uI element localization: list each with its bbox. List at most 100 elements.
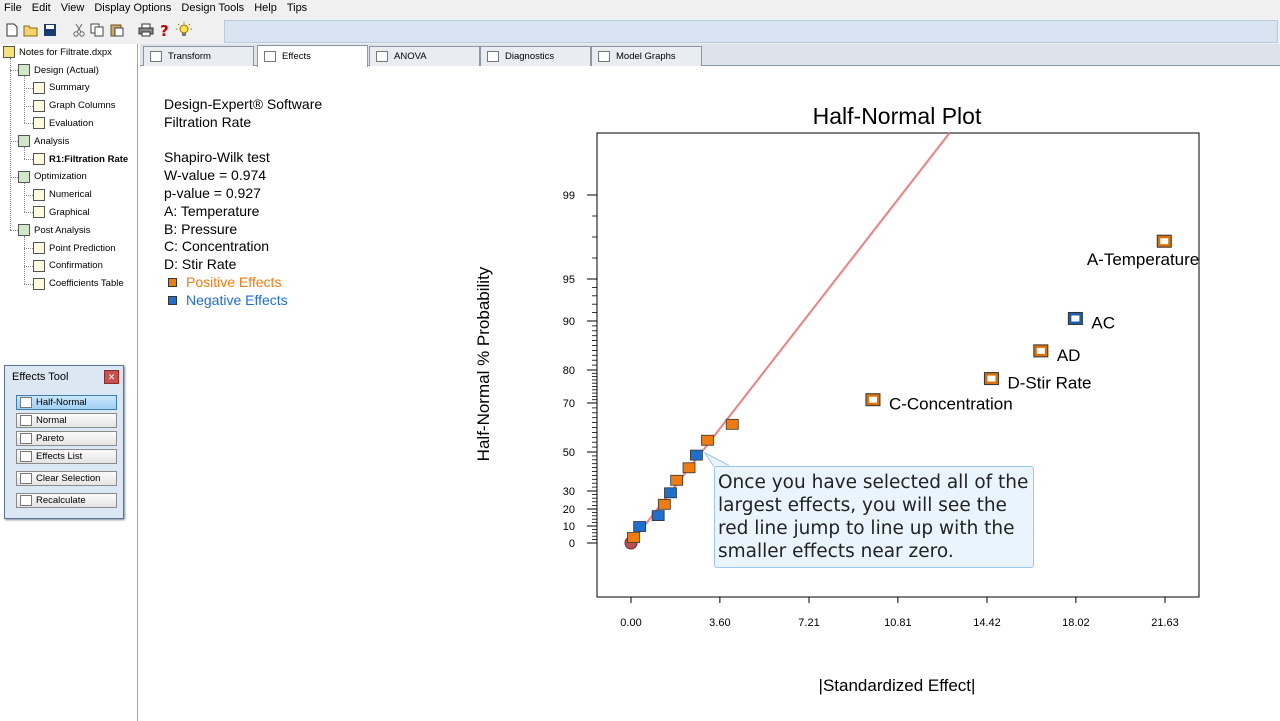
tree-item-summary-label: Summary <box>49 82 90 94</box>
effects-list-button[interactable]: Effects List <box>16 449 117 464</box>
help-icon[interactable]: ? <box>155 20 174 40</box>
p-value: p-value = 0.927 <box>164 184 261 201</box>
y-tick-label: 30 <box>563 486 575 498</box>
menu-tips[interactable]: Tips <box>286 2 308 14</box>
effects-tool-title: Effects Tool <box>12 371 69 383</box>
paste-icon[interactable] <box>107 20 126 40</box>
x-tick-label: 10.81 <box>884 617 912 629</box>
tree-item-graph-columns[interactable]: Graph Columns <box>33 98 116 114</box>
x-tick-label: 21.63 <box>1151 617 1179 629</box>
tree-root-notes-icon <box>3 46 15 58</box>
menu-edit[interactable]: Edit <box>31 2 51 14</box>
menu-display-options[interactable]: Display Options <box>94 2 172 14</box>
tree-item-coefficients-table-label: Coefficients Table <box>49 278 124 290</box>
close-icon[interactable]: ✕ <box>104 370 119 384</box>
response-name: Filtration Rate <box>164 113 252 130</box>
tree-item-post-analysis-label: Post Analysis <box>34 224 91 236</box>
tab-anova[interactable]: ANOVA <box>369 46 480 66</box>
tree-item-post-analysis-icon <box>18 224 30 237</box>
y-axis-label: Half-Normal % Probability <box>474 266 493 461</box>
tree-item-point-prediction[interactable]: Point Prediction <box>33 240 116 256</box>
tree-item-summary[interactable]: Summary <box>33 80 90 96</box>
y-tick-label: 80 <box>563 365 575 377</box>
clear-selection-button[interactable]: Clear Selection <box>16 471 117 486</box>
graph-notes: Design-Expert® Software Filtration Rate … <box>164 96 322 310</box>
y-tick-label: 95 <box>563 274 575 286</box>
normal-label: Normal <box>36 415 67 426</box>
selected-point-marker <box>1160 238 1169 245</box>
tree-item-design-actual[interactable]: Design (Actual) <box>18 62 99 78</box>
tree-item-r1-filtration-rate-label: R1:Filtration Rate <box>49 153 129 165</box>
toolbar-strip <box>224 20 1278 43</box>
tree-item-r1-filtration-rate[interactable]: R1:Filtration Rate <box>33 151 128 167</box>
pareto-label: Pareto <box>36 433 64 444</box>
x-tick-label: 0.00 <box>620 617 641 629</box>
effects-list-icon <box>20 451 32 462</box>
tree-item-point-prediction-icon <box>33 242 45 254</box>
tab-model-graphs-icon <box>598 51 610 62</box>
tip-lightbulb-icon[interactable] <box>174 20 193 40</box>
negative-effect-point <box>664 487 677 499</box>
tree-item-evaluation-label: Evaluation <box>49 117 94 129</box>
y-tick-label: 20 <box>563 504 575 516</box>
normal-button[interactable]: Normal <box>16 413 117 428</box>
tree-item-analysis[interactable]: Analysis <box>18 133 69 149</box>
tab-transform[interactable]: Transform <box>143 46 254 66</box>
tree-item-r1-filtration-rate-icon <box>33 153 45 165</box>
tab-label: Diagnostics <box>505 51 555 62</box>
menu-view[interactable]: View <box>60 2 85 14</box>
tab-effects[interactable]: Effects <box>257 45 368 67</box>
positive-effect-point <box>725 418 739 430</box>
menu-design-tools[interactable]: Design Tools <box>181 2 245 14</box>
tree-item-design-actual-label: Design (Actual) <box>34 64 99 76</box>
software-name: Design-Expert® Software <box>164 96 323 112</box>
tree-item-confirmation[interactable]: Confirmation <box>33 258 103 274</box>
half-normal-icon <box>20 397 32 408</box>
tree-item-summary-icon <box>33 81 45 94</box>
effects-tool-window[interactable]: Effects Tool ✕ Half-Normal Normal Pareto Ef… <box>4 365 124 519</box>
tree-item-post-analysis[interactable]: Post Analysis <box>18 222 91 238</box>
positive-effect-square-icon <box>168 278 177 288</box>
tip-callout: Once you have selected all of the larges… <box>714 466 1034 568</box>
tree-item-analysis-icon <box>18 135 30 148</box>
open-folder-icon[interactable] <box>21 20 40 40</box>
positive-effect-point <box>657 498 671 510</box>
x-tick-label: 18.02 <box>1062 617 1090 629</box>
negative-effect-point <box>651 510 665 522</box>
tree-item-coefficients-table[interactable]: Coefficients Table <box>33 276 124 292</box>
cut-icon[interactable] <box>69 20 88 40</box>
tab-model-graphs[interactable]: Model Graphs <box>591 46 702 66</box>
print-icon[interactable] <box>136 20 155 40</box>
tree-item-numerical[interactable]: Numerical <box>33 187 92 203</box>
copy-icon[interactable] <box>88 20 107 40</box>
tree-item-evaluation[interactable]: Evaluation <box>33 115 93 131</box>
half-normal-label: Half-Normal <box>36 397 87 408</box>
tree-item-confirmation-icon <box>33 259 45 272</box>
menu-help[interactable]: Help <box>254 2 277 14</box>
tree-item-point-prediction-label: Point Prediction <box>49 242 116 254</box>
save-icon[interactable] <box>40 20 59 40</box>
recalculate-icon <box>20 495 32 506</box>
pareto-button[interactable]: Pareto <box>16 431 117 446</box>
menu-file[interactable]: File <box>4 2 22 14</box>
tree-item-numerical-label: Numerical <box>49 189 92 201</box>
legend-negative-label: Negative Effects <box>186 291 288 308</box>
tree-item-optimization[interactable]: Optimization <box>18 169 87 185</box>
tree-item-numerical-icon <box>33 188 45 201</box>
effects-list-label: Effects List <box>36 451 83 462</box>
tree-item-graphical[interactable]: Graphical <box>33 204 90 220</box>
tree-item-confirmation-label: Confirmation <box>49 260 103 272</box>
negative-effect-point <box>690 449 703 461</box>
recalculate-button[interactable]: Recalculate <box>16 493 117 508</box>
tab-diagnostics-icon <box>487 51 499 62</box>
tab-effects-icon <box>264 51 276 62</box>
w-value: W-value = 0.974 <box>164 167 267 184</box>
tab-label: Model Graphs <box>616 51 676 62</box>
y-tick-label: 0 <box>569 538 575 550</box>
tree-root-notes[interactable]: Notes for Filtrate.dxpx <box>3 44 112 60</box>
tree-item-optimization-label: Optimization <box>34 171 87 183</box>
half-normal-button[interactable]: Half-Normal <box>16 395 117 410</box>
tab-diagnostics[interactable]: Diagnostics <box>480 46 591 66</box>
recalculate-label: Recalculate <box>36 495 86 506</box>
new-file-icon[interactable] <box>2 20 21 40</box>
